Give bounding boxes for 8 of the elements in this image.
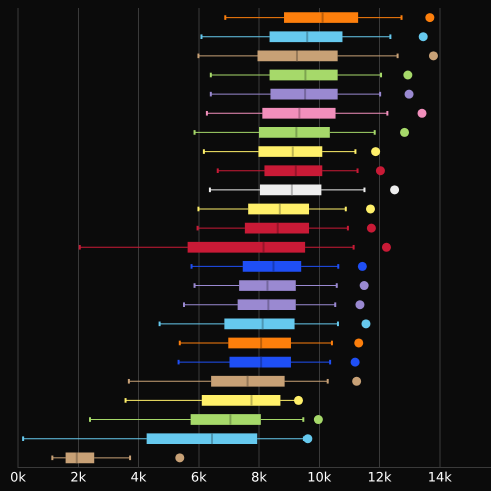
x-tick-label: 8k xyxy=(251,470,268,486)
x-tick-label: 6k xyxy=(190,470,208,486)
x-tick-label: 12k xyxy=(367,470,392,486)
x-tick-label: 2k xyxy=(70,470,87,486)
x-tick-label: 10k xyxy=(307,470,332,486)
x-tick-label: 4k xyxy=(130,470,147,486)
x-tick-label: 14k xyxy=(428,470,452,486)
x-tick-label: 0k xyxy=(10,470,26,486)
